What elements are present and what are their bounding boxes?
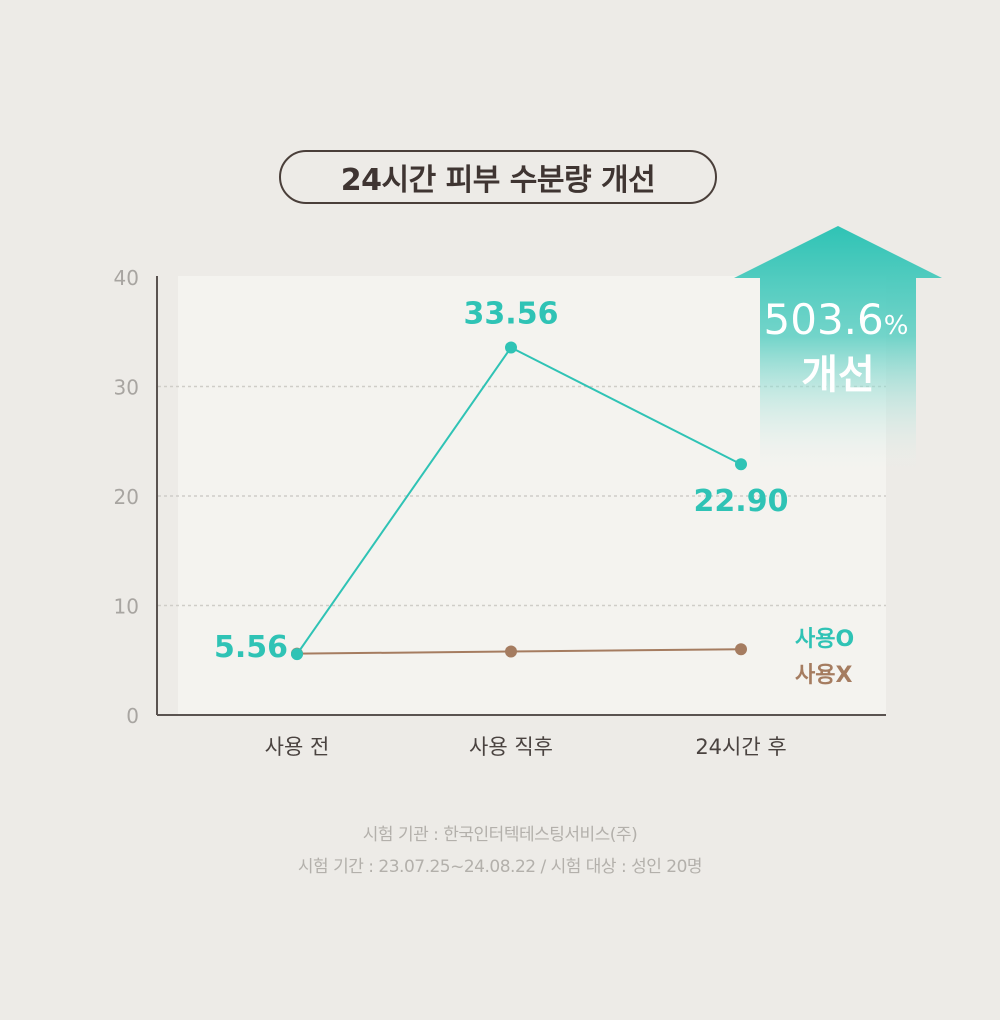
chart-title: 24시간 피부 수분량 개선: [340, 163, 656, 198]
test-period-note: 시험 기간 : 23.07.25~24.08.22 / 시험 대상 : 성인 2…: [297, 857, 703, 877]
x-tick-label: 24시간 후: [695, 735, 786, 759]
improvement-unit: %: [884, 311, 909, 341]
improvement-label: 개선: [801, 352, 875, 398]
data-point: [735, 458, 747, 471]
data-point: [291, 648, 303, 661]
data-label: 33.56: [464, 297, 559, 332]
data-point: [505, 645, 517, 658]
data-label: 22.90: [694, 484, 789, 519]
data-label: 5.56: [214, 630, 288, 665]
y-tick-label: 10: [114, 595, 139, 619]
y-tick-label: 20: [114, 485, 139, 509]
data-point: [735, 643, 747, 656]
legend-entry: 사용O: [795, 627, 854, 652]
title-pill: 24시간 피부 수분량 개선: [279, 150, 717, 204]
legend-entry: 사용X: [795, 663, 852, 688]
y-tick-label: 0: [126, 704, 139, 728]
data-point: [505, 341, 517, 354]
improvement-arrow: [734, 226, 942, 472]
x-tick-label: 사용 전: [265, 735, 330, 759]
svg-text:503.6%: 503.6%: [764, 295, 909, 344]
improvement-value: 503.6: [764, 295, 884, 344]
y-tick-label: 30: [114, 376, 139, 400]
test-institution-note: 시험 기관 : 한국인터텍테스팅서비스(주): [362, 825, 638, 845]
y-tick-label: 40: [114, 266, 139, 290]
x-tick-label: 사용 직후: [469, 735, 553, 759]
